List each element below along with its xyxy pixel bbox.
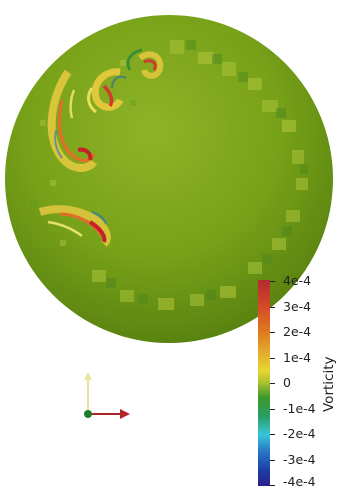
colorbar-tick [270,307,275,308]
colorbar [258,280,270,486]
vorticity-features [30,40,308,310]
colorbar-label: 1e-4 [283,350,312,365]
x-axis-arrow-icon [88,409,130,419]
colorbar-tick [270,460,275,461]
orientation-axes [84,372,130,419]
vortex-filament-2 [87,68,127,114]
colorbar-tick [270,383,275,384]
colorbar-tick [270,332,275,333]
colorbar-title: Vorticity [321,356,337,413]
colorbar-tick [270,434,275,435]
colorbar-label: 0 [283,375,291,390]
colorbar-label: 2e-4 [283,324,312,339]
colorbar-tick [270,485,275,486]
colorbar-label: -1e-4 [283,401,316,416]
colorbar-label: 4e-4 [283,273,312,288]
colorbar-label: -2e-4 [283,426,316,441]
y-axis-arrow-icon [84,372,92,414]
colorbar-gradient [258,280,270,486]
colorbar-tick [270,281,275,282]
vortex-filament-3 [47,69,98,172]
sphere-body [5,15,333,343]
colorbar-label: -4e-4 [283,474,316,489]
vortex-filament-1 [126,48,164,79]
z-axis-dot-icon [84,410,92,418]
colorbar-label: 3e-4 [283,299,312,314]
vortex-filament-4 [38,205,111,247]
colorbar-tick [270,358,275,359]
colorbar-label: -3e-4 [283,452,316,467]
colorbar-tick [270,409,275,410]
